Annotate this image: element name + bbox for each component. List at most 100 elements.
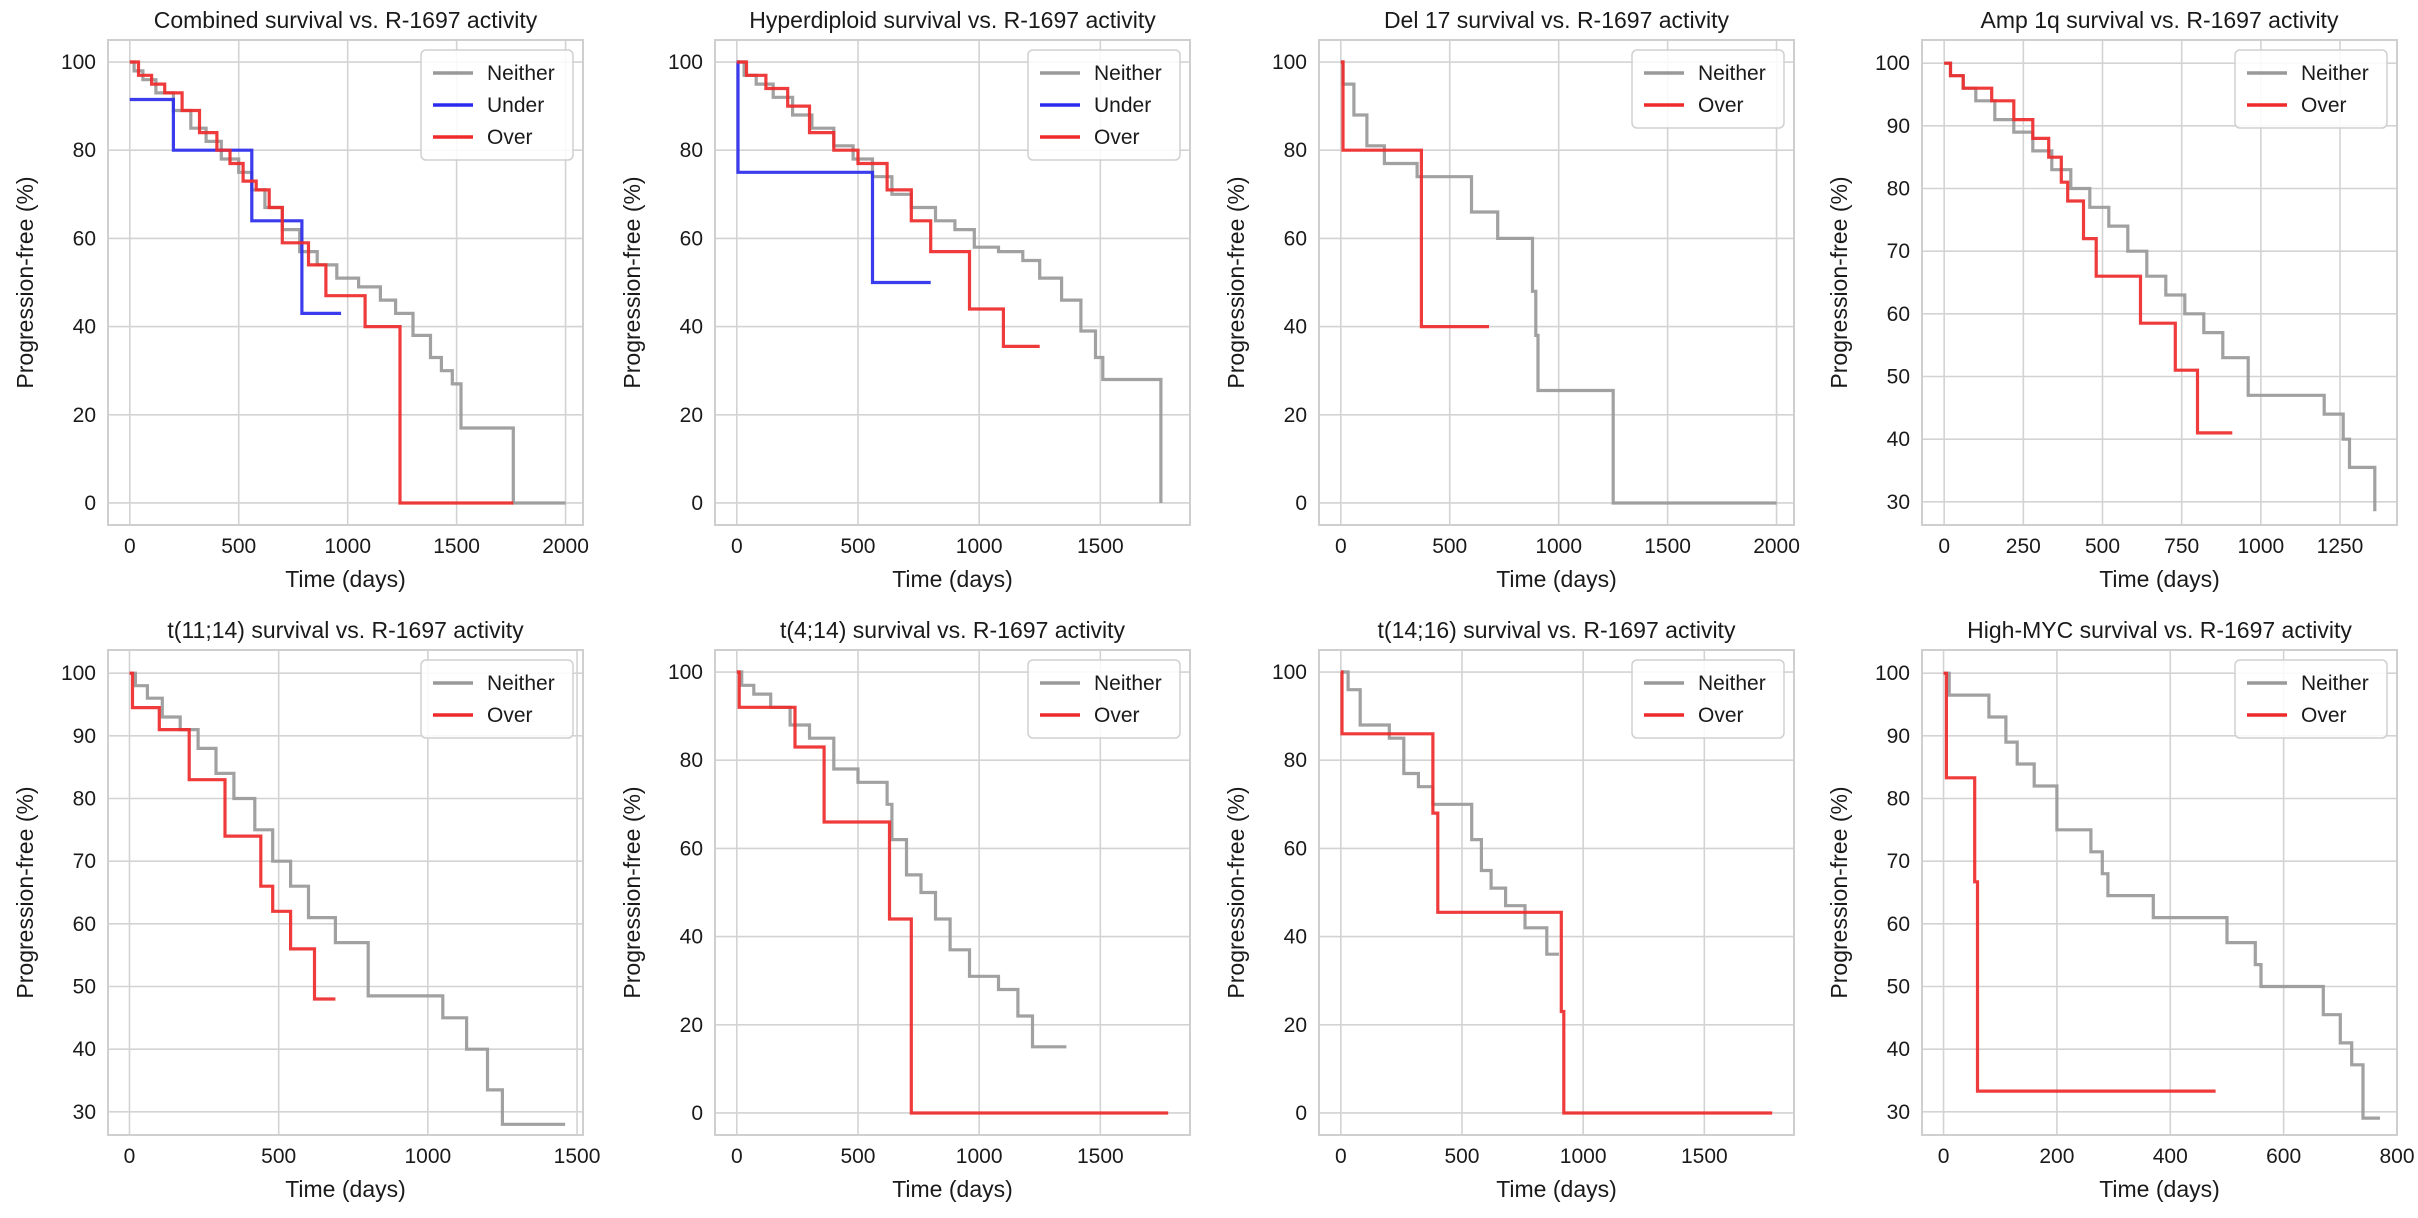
x-tick-label: 1500 (1681, 1145, 1728, 1168)
series-line-neither (1944, 61, 2377, 512)
x-tick-label: 1000 (1560, 1145, 1607, 1168)
y-tick-label: 80 (1887, 178, 1910, 201)
subplot-8: 0 200 400 600 800 30 40 50 60 70 80 90 100 High-MYC s… (1826, 617, 2415, 1202)
x-axis-label: Time (days) (892, 1176, 1013, 1202)
y-tick-label: 60 (1887, 303, 1910, 326)
legend-label: Over (2301, 94, 2347, 117)
y-tick-label: 40 (73, 1038, 96, 1061)
legend: Neither Over (1631, 659, 1785, 739)
x-tick-label: 1500 (1077, 535, 1124, 558)
x-tick-label: 0 (1938, 1145, 1950, 1168)
subplot-6: 0 500 1000 1500 0 20 40 60 80 100 t(4;14) survival… (619, 617, 1191, 1202)
x-axis-label: Time (days) (285, 566, 406, 592)
y-tick-label: 50 (1887, 365, 1910, 388)
y-tick-label: 60 (1284, 837, 1307, 860)
subplot-1: 0 500 1000 1500 2000 0 20 40 60 80 100 Combined sur… (12, 7, 589, 592)
y-tick-label: 80 (73, 788, 96, 811)
y-tick-label: 30 (73, 1101, 96, 1124)
chart-title: Hyperdiploid survival vs. R-1697 activit… (749, 7, 1156, 33)
y-tick-label: 80 (680, 139, 703, 162)
legend-label: Over (1698, 94, 1744, 117)
y-tick-label: 50 (73, 975, 96, 998)
legend-box (420, 49, 574, 161)
y-tick-label: 80 (73, 139, 96, 162)
series-line-neither (736, 670, 1067, 1049)
legend-label: Neither (1094, 672, 1162, 695)
legend-label: Neither (1094, 62, 1162, 85)
plot-frame (1318, 649, 1795, 1136)
x-tick-label: 0 (124, 535, 136, 558)
x-tick-label: 0 (1938, 535, 1950, 558)
x-tick-label: 1250 (2317, 535, 2364, 558)
y-tick-label: 60 (1887, 913, 1910, 936)
plot-frame (714, 39, 1191, 526)
x-axis-label: Time (days) (1496, 1176, 1617, 1202)
x-tick-label: 400 (2153, 1145, 2188, 1168)
y-tick-label: 20 (73, 404, 96, 427)
x-tick-label: 2000 (542, 535, 589, 558)
chart-title: t(14;16) survival vs. R-1697 activity (1378, 617, 1736, 643)
y-tick-label: 100 (1272, 51, 1307, 74)
legend: Neither Over (1631, 49, 1785, 129)
x-axis-label: Time (days) (892, 566, 1013, 592)
legend-label: Over (1094, 704, 1140, 727)
x-tick-label: 500 (1432, 535, 1467, 558)
x-tick-label: 500 (221, 535, 256, 558)
legend: Neither Under Over (1027, 49, 1181, 161)
y-tick-label: 40 (680, 316, 703, 339)
y-tick-label: 100 (1272, 661, 1307, 684)
y-tick-label: 90 (1887, 725, 1910, 748)
series-line-over (129, 60, 514, 505)
y-tick-label: 0 (1295, 492, 1307, 515)
legend-label: Under (1094, 94, 1151, 117)
y-tick-label: 40 (1284, 926, 1307, 949)
y-tick-label: 20 (1284, 1014, 1307, 1037)
legend: Neither Under Over (420, 49, 574, 161)
series-line-neither (129, 671, 566, 1126)
legend-label: Under (487, 94, 544, 117)
x-tick-label: 600 (2266, 1145, 2301, 1168)
subplot-2: 0 500 1000 1500 0 20 40 60 80 100 Hyperdiploid sur… (619, 7, 1191, 592)
x-tick-label: 800 (2379, 1145, 2414, 1168)
legend-label: Neither (2301, 672, 2369, 695)
series-line-under (129, 97, 342, 315)
legend: Neither Over (420, 659, 574, 739)
x-axis-label: Time (days) (1496, 566, 1617, 592)
y-axis-label: Progression-free (%) (1223, 176, 1249, 388)
x-tick-label: 0 (124, 1145, 136, 1168)
legend: Neither Over (2234, 659, 2388, 739)
x-tick-label: 1000 (956, 535, 1003, 558)
legend-box (2234, 659, 2388, 739)
y-tick-label: 0 (691, 492, 703, 515)
series-line-neither (736, 60, 1163, 503)
x-axis-label: Time (days) (2099, 1176, 2220, 1202)
y-tick-label: 100 (1875, 662, 1910, 685)
legend: Neither Over (1027, 659, 1181, 739)
x-tick-label: 0 (731, 535, 743, 558)
y-tick-label: 20 (1284, 404, 1307, 427)
y-tick-label: 60 (680, 227, 703, 250)
chart-title: Combined survival vs. R-1697 activity (154, 7, 538, 33)
legend-box (1631, 659, 1785, 739)
y-tick-label: 100 (668, 661, 703, 684)
legend-box (420, 659, 574, 739)
y-tick-label: 90 (73, 725, 96, 748)
chart-title: Del 17 survival vs. R-1697 activity (1384, 7, 1730, 33)
legend-label: Neither (1698, 672, 1766, 695)
x-tick-label: 0 (1335, 535, 1347, 558)
y-axis-label: Progression-free (%) (1223, 786, 1249, 998)
y-tick-label: 40 (1887, 1038, 1910, 1061)
legend-label: Over (1094, 126, 1140, 149)
series-line-over (736, 670, 1169, 1115)
plot-frame (1921, 649, 2398, 1136)
y-tick-label: 50 (1887, 975, 1910, 998)
legend-label: Neither (487, 672, 555, 695)
y-tick-label: 100 (668, 51, 703, 74)
series-line-over (1943, 671, 2216, 1093)
chart-title: Amp 1q survival vs. R-1697 activity (1981, 7, 2339, 33)
plot-frame (107, 39, 584, 526)
legend-label: Over (487, 126, 533, 149)
legend-box (1027, 49, 1181, 161)
legend-label: Over (1698, 704, 1744, 727)
